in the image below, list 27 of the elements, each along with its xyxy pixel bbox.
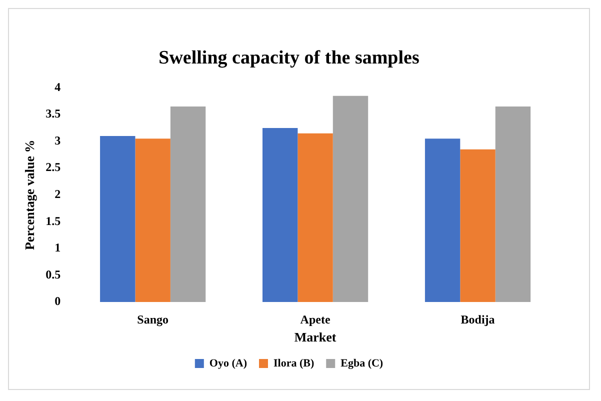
y-tick-label: 2 — [54, 186, 61, 201]
bar — [135, 138, 170, 302]
bar — [495, 106, 531, 302]
chart-title: Swelling capacity of the samples — [158, 47, 420, 68]
y-tick-label: 0.5 — [46, 267, 61, 282]
y-axis-title: Percentage value % — [22, 140, 38, 250]
y-tick-label: 4 — [54, 80, 61, 94]
bar — [332, 96, 368, 302]
y-tick-label: 1 — [54, 240, 61, 255]
x-axis-title: Market — [294, 330, 337, 345]
y-tick-label: 0 — [54, 294, 61, 308]
x-tick-label: Apete — [300, 312, 331, 326]
x-tick-label: Sango — [137, 312, 169, 326]
bar — [262, 128, 298, 302]
bar — [170, 106, 206, 302]
bar — [298, 133, 333, 302]
legend-label: Oyo (A) — [209, 357, 248, 370]
legend-label: Ilora (B) — [273, 357, 314, 370]
y-tick-label: 2.5 — [46, 160, 61, 174]
bar — [100, 136, 136, 302]
x-tick-label: Bodija — [460, 312, 495, 326]
y-tick-label: 3.5 — [46, 106, 61, 121]
legend-label: Egba (C) — [340, 357, 384, 370]
y-tick-label: 1.5 — [46, 214, 61, 228]
y-tick-label: 3 — [54, 133, 61, 148]
bar — [424, 138, 460, 302]
bar — [460, 149, 496, 302]
